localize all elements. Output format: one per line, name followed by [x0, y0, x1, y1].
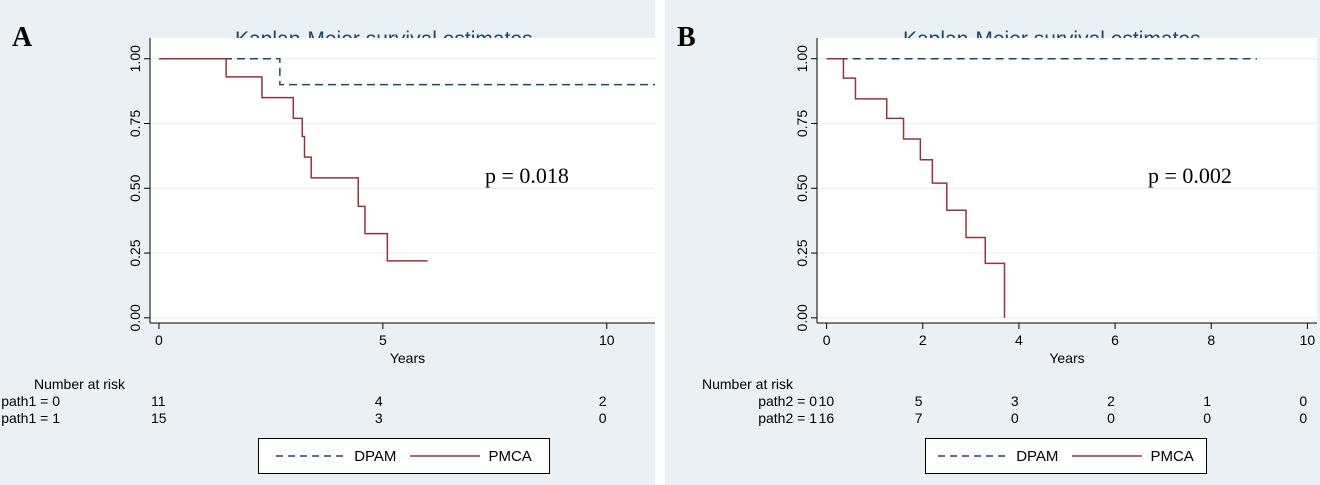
risk-number: 0	[1299, 410, 1308, 426]
y-tick-label: 0.50	[794, 174, 810, 201]
risk-number: 0	[598, 410, 607, 426]
y-tick-label: 0.25	[127, 239, 143, 266]
legend: DPAM PMCA	[925, 438, 1207, 474]
legend-label: DPAM	[1016, 447, 1059, 465]
risk-row-label: path1 = 0	[1, 393, 60, 409]
legend-item-pmca: PMCA	[410, 447, 532, 465]
x-tick-label: 8	[1207, 332, 1215, 348]
y-tick-label: 1.00	[127, 45, 143, 72]
legend-label: PMCA	[488, 447, 532, 465]
y-tick-label: 0.75	[127, 110, 143, 137]
risk-number: 2	[1107, 393, 1115, 409]
legend-item-dpam: DPAM	[276, 448, 396, 465]
x-tick-label: 4	[1015, 332, 1023, 348]
survival-plot: 0.00 0.25 0.50 0.75 1.00 0 2 4 6 8 10 Years	[794, 38, 1317, 366]
y-tick-label: 0.75	[794, 110, 810, 137]
x-axis-label: Years	[390, 350, 425, 366]
risk-number: 0	[1203, 410, 1212, 426]
risk-number: 7	[914, 410, 923, 426]
y-tick-label: 0.00	[127, 304, 143, 331]
solid-line-swatch	[410, 455, 481, 457]
series-line-pmca	[826, 57, 1006, 318]
y-tick-label: 1.00	[794, 45, 810, 72]
x-tick-label: 2	[919, 332, 927, 348]
legend: DPAM PMCA	[258, 438, 550, 474]
legend-item-dpam: DPAM	[938, 448, 1058, 465]
risk-number: 3	[1010, 393, 1019, 409]
y-tick-label: 0.00	[794, 304, 810, 331]
legend-item-pmca: PMCA	[1072, 447, 1194, 465]
solid-line-swatch	[1072, 455, 1143, 457]
legend-label: PMCA	[1150, 447, 1194, 465]
panel-a: A Kaplan-Meier survival estimates 0.000.…	[0, 0, 655, 485]
risk-number: 10	[818, 393, 835, 409]
dashed-line-swatch	[938, 455, 1009, 457]
panel-b: B Kaplan-Meier survival estimates 0.000.…	[665, 0, 1320, 485]
x-axis-label: Years	[1049, 350, 1084, 366]
y-tick-label: 0.25	[794, 239, 810, 266]
p-value-annotation: p = 0.018	[485, 163, 569, 188]
plot-area	[150, 38, 655, 323]
panel-letter: B	[677, 22, 696, 53]
risk-row-label: path2 = 1	[758, 410, 817, 426]
risk-number: 5	[914, 393, 923, 409]
risk-number: 4	[374, 393, 383, 409]
dashed-line-swatch	[276, 455, 347, 457]
risk-table-header: Number at risk	[34, 376, 126, 392]
risk-number: 0	[1299, 393, 1308, 409]
risk-number: 0	[1107, 410, 1115, 426]
series-line-dpam	[158, 57, 655, 86]
risk-number: 15	[150, 410, 167, 426]
risk-number: 0	[1010, 410, 1019, 426]
risk-table-header: Number at risk	[702, 376, 794, 392]
risk-number: 16	[818, 410, 835, 426]
x-tick-label: 5	[379, 332, 387, 348]
y-tick-label: 0.50	[127, 174, 143, 201]
x-tick-label: 6	[1111, 332, 1119, 348]
risk-number: 1	[1203, 393, 1212, 409]
series-line-pmca	[158, 57, 428, 262]
p-value-annotation: p = 0.002	[1148, 163, 1232, 188]
x-tick-label: 10	[1300, 332, 1316, 348]
survival-plot: 0.00 0.25 0.50 0.75 1.00 0 5 10 Years	[127, 38, 655, 366]
risk-number: 11	[150, 393, 166, 409]
x-tick-label: 10	[599, 332, 615, 348]
risk-row-label: path2 = 0	[758, 393, 817, 409]
risk-number: 2	[598, 393, 607, 409]
panel-letter: A	[12, 22, 33, 53]
risk-number: 3	[374, 410, 383, 426]
x-tick-label: 0	[155, 332, 163, 348]
legend-label: DPAM	[354, 447, 397, 465]
risk-row-label: path1 = 1	[1, 410, 60, 426]
x-tick-label: 0	[823, 332, 831, 348]
plot-area	[817, 38, 1317, 323]
